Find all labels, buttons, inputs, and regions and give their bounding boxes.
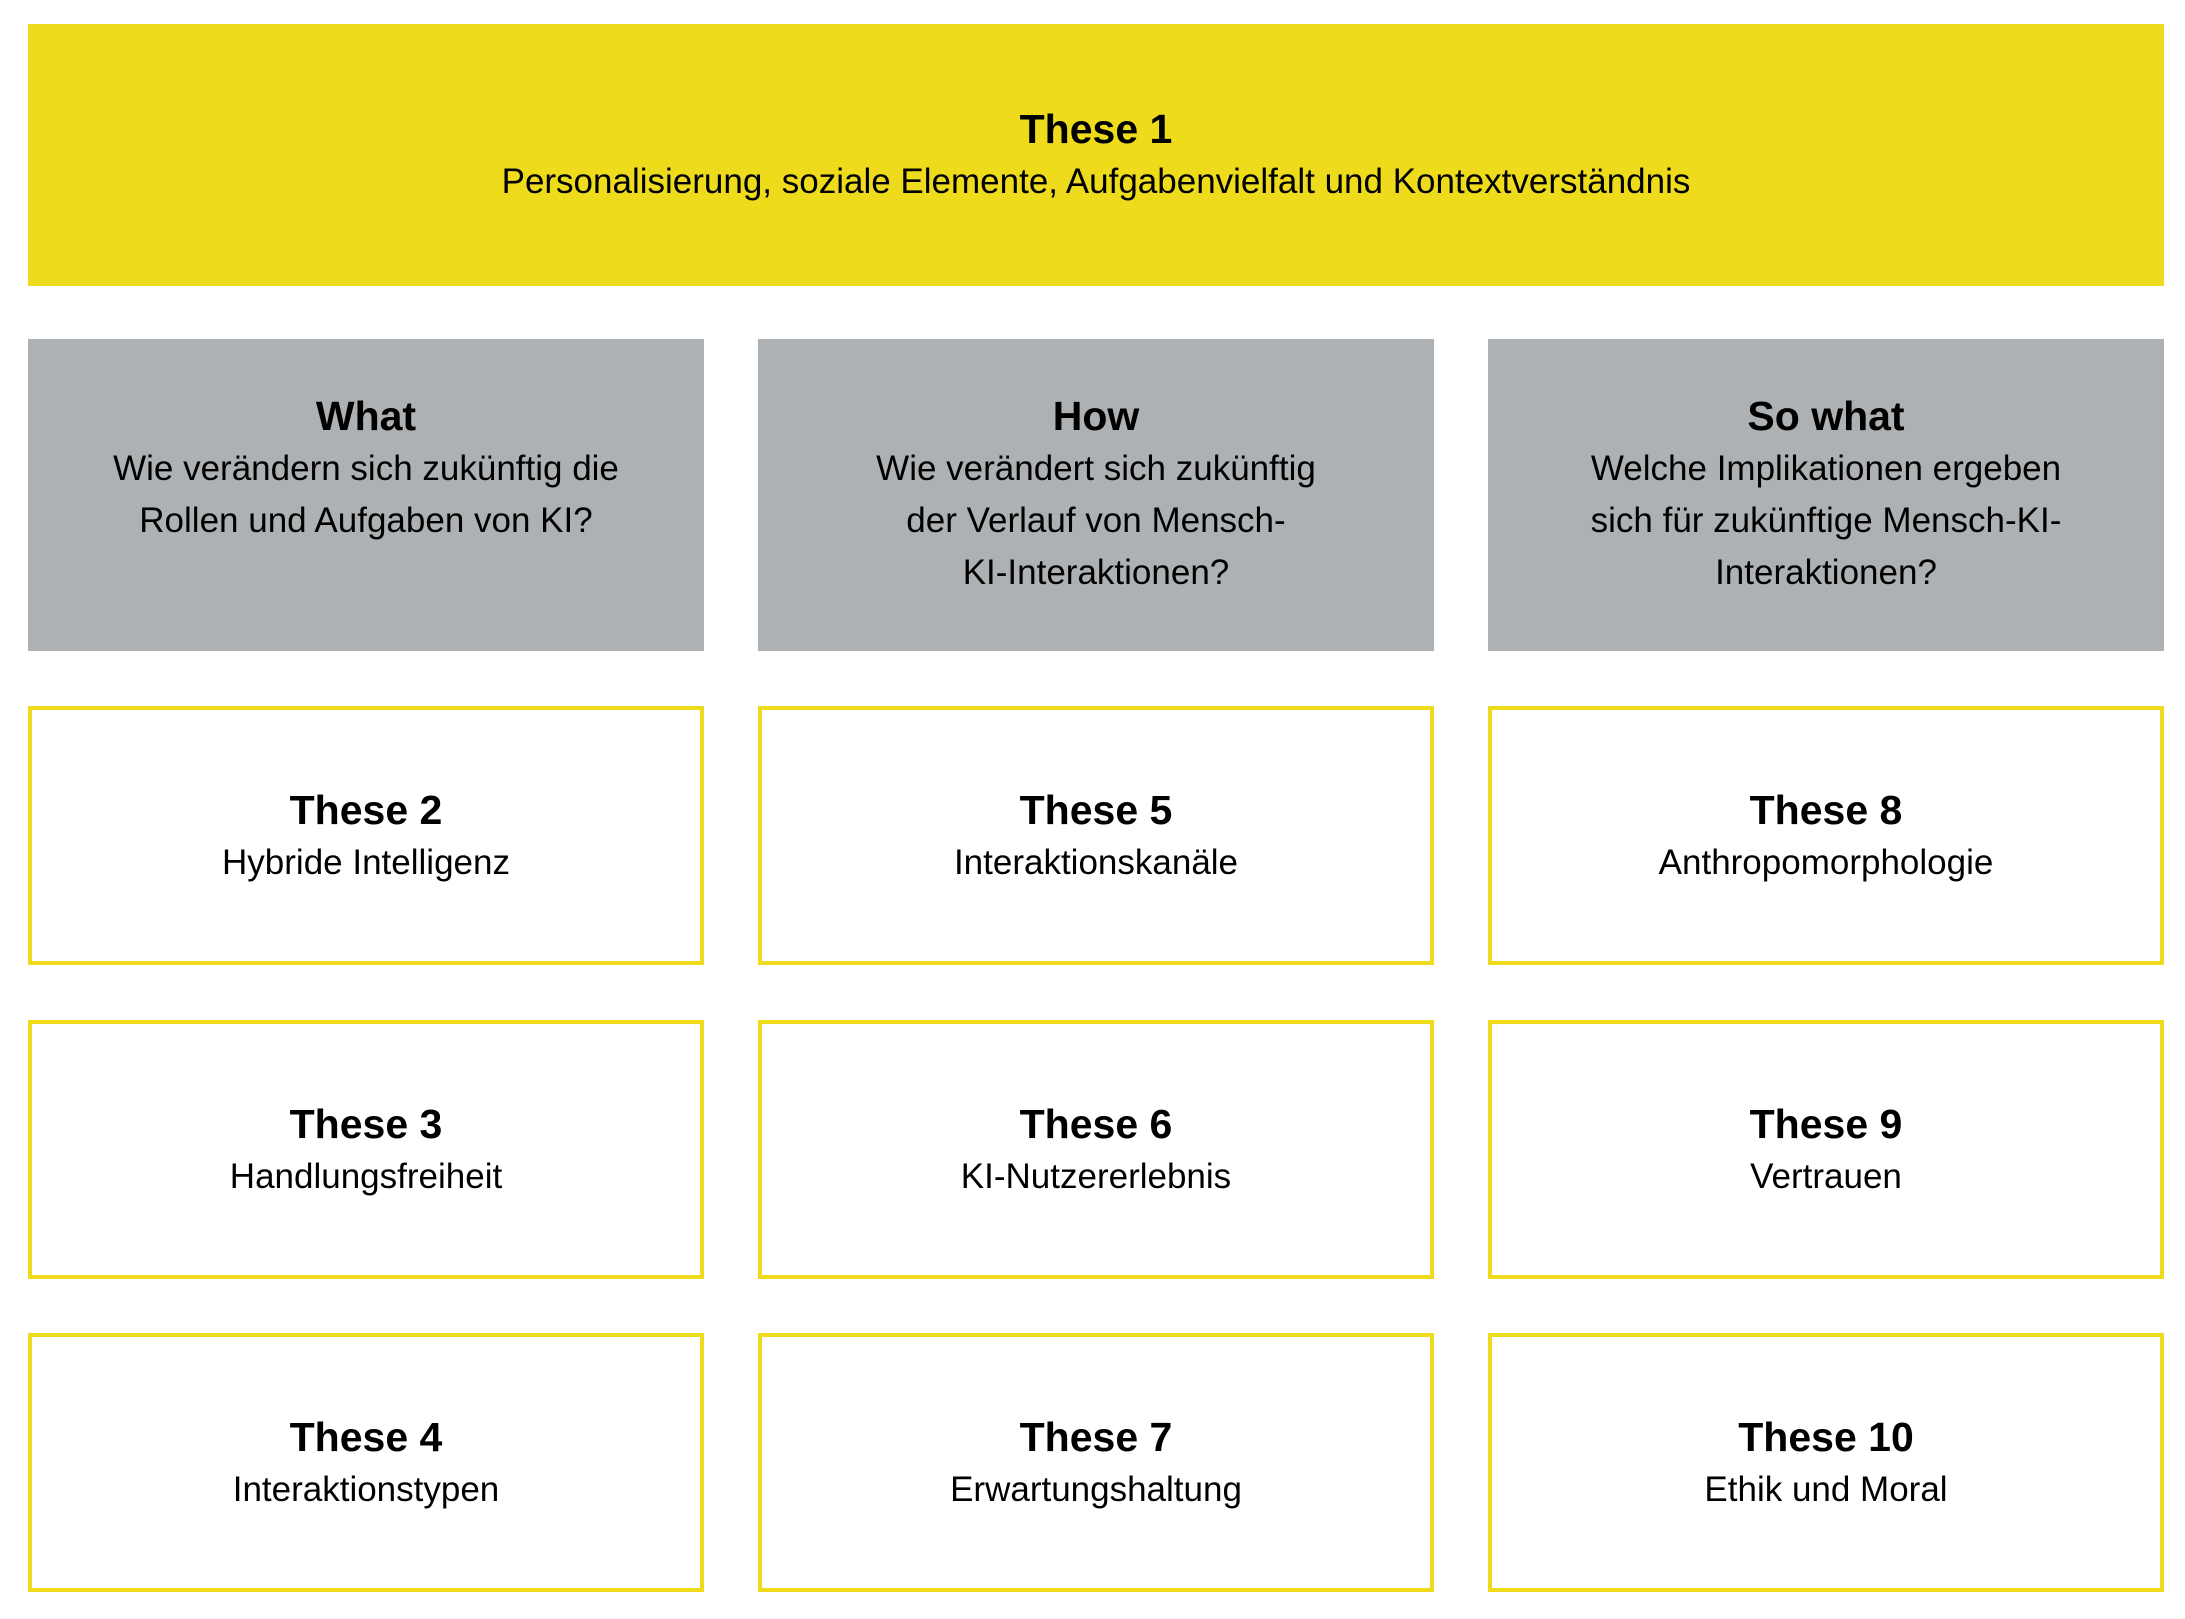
these-10-box: These 10 Ethik und Moral: [1488, 1333, 2164, 1592]
column-header-what: What Wie verändern sich zukünftig die Ro…: [28, 339, 704, 651]
these-label: Interaktionstypen: [232, 1469, 500, 1509]
column-question: Wie verändert sich zukünftig der Verlauf…: [876, 449, 1316, 592]
these-label: KI-Nutzererlebnis: [960, 1156, 1232, 1196]
these-title: These 2: [289, 786, 443, 833]
these-title: These 7: [1019, 1413, 1173, 1460]
these-4-box: These 4 Interaktionstypen: [28, 1333, 704, 1592]
these-5-box: These 5 Interaktionskanäle: [758, 706, 1434, 965]
these-title: These 5: [1019, 786, 1173, 833]
these-label: Ethik und Moral: [1704, 1469, 1948, 1509]
these-title: These 6: [1019, 1100, 1173, 1147]
these-8-box: These 8 Anthropomorphologie: [1488, 706, 2164, 965]
these-label: Anthropomorphologie: [1658, 842, 1994, 882]
these-7-box: These 7 Erwartungshaltung: [758, 1333, 1434, 1592]
column-title: What: [315, 393, 417, 439]
column-title: So what: [1747, 393, 1905, 439]
these-1-banner: These 1 Personalisierung, soziale Elemen…: [28, 24, 2164, 286]
column-question: Wie verändern sich zukünftig die Rollen …: [113, 449, 619, 540]
banner-title: These 1: [1019, 106, 1173, 152]
these-title: These 3: [289, 1100, 443, 1147]
these-label: Vertrauen: [1750, 1156, 1902, 1196]
these-label: Hybride Intelligenz: [222, 842, 510, 882]
column-question: Welche Implikationen ergeben sich für zu…: [1590, 449, 2062, 592]
banner-subtitle: Personalisierung, soziale Elemente, Aufg…: [501, 162, 1691, 201]
these-9-box: These 9 Vertrauen: [1488, 1020, 2164, 1279]
these-label: Interaktionskanäle: [953, 842, 1239, 882]
these-label: Erwartungshaltung: [950, 1469, 1242, 1509]
column-title: How: [1052, 393, 1140, 439]
column-header-so-what: So what Welche Implikationen ergeben sic…: [1488, 339, 2164, 651]
these-title: These 10: [1738, 1413, 1914, 1460]
these-6-box: These 6 KI-Nutzererlebnis: [758, 1020, 1434, 1279]
these-title: These 9: [1749, 1100, 1903, 1147]
these-2-box: These 2 Hybride Intelligenz: [28, 706, 704, 965]
these-3-box: These 3 Handlungsfreiheit: [28, 1020, 704, 1279]
these-label: Handlungsfreiheit: [229, 1156, 503, 1196]
these-title: These 8: [1749, 786, 1903, 833]
these-title: These 4: [289, 1413, 443, 1460]
column-header-how: How Wie verändert sich zukünftig der Ver…: [758, 339, 1434, 651]
